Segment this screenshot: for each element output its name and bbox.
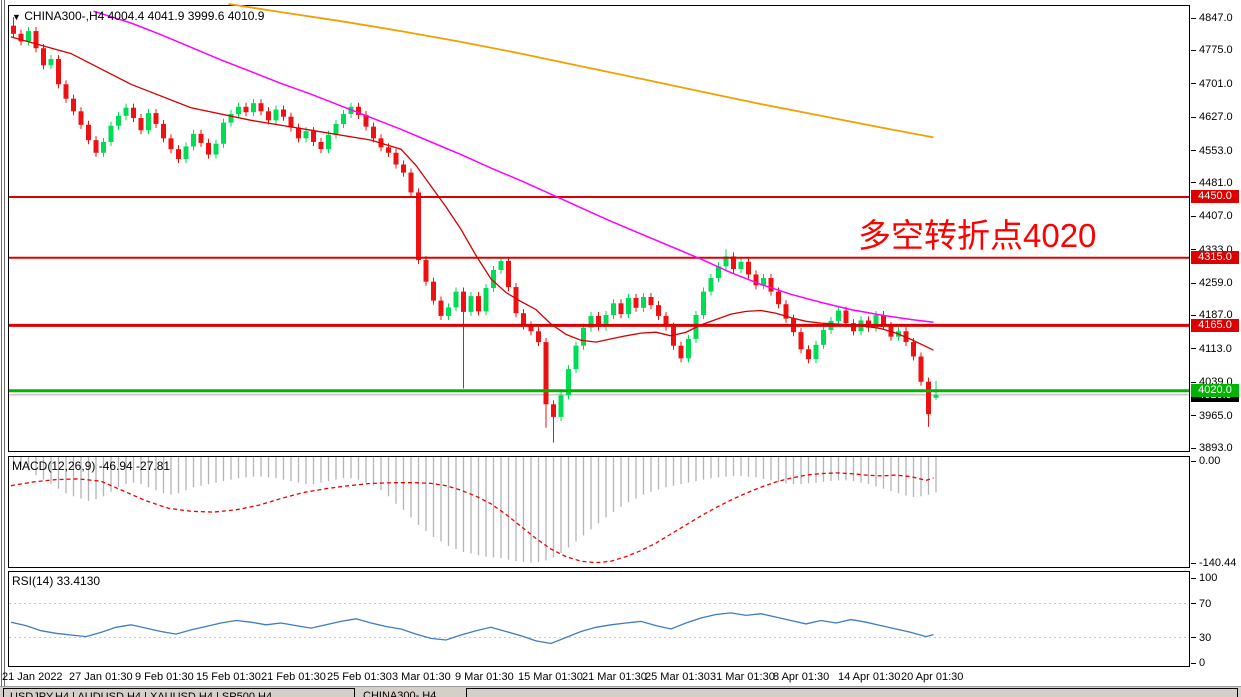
date-tick-label: 21 Mar 01:30 bbox=[582, 671, 647, 683]
price-tick-label: 4481.0 bbox=[1199, 176, 1233, 189]
price-tick-label: 4187.0 bbox=[1199, 309, 1233, 322]
price-tick-label: 4407.0 bbox=[1199, 210, 1233, 223]
separator bbox=[0, 686, 1241, 687]
price-tick-label: 4847.0 bbox=[1199, 12, 1233, 24]
axis-tick bbox=[1191, 182, 1196, 184]
macd-axis-top: 0.00 bbox=[1199, 455, 1221, 467]
price-tick-label: 4775.0 bbox=[1199, 44, 1233, 57]
date-tick-label: 25 Feb 01:30 bbox=[327, 671, 392, 683]
price-tick-label: 4113.0 bbox=[1199, 342, 1232, 355]
axis-tick bbox=[1191, 348, 1196, 350]
price-tick-label: 4259.0 bbox=[1199, 277, 1233, 290]
date-tick-label: 21 Jan 2022 bbox=[2, 671, 63, 683]
date-tick-label: 21 Feb 01:30 bbox=[261, 671, 326, 683]
price-tick-label: 4701.0 bbox=[1199, 77, 1233, 90]
window-left-edge bbox=[1, 0, 2, 686]
window-left-edge-inner bbox=[4, 0, 5, 686]
level-price-flag: 4165.0 bbox=[1191, 318, 1239, 332]
tab-other-charts[interactable]: USDJPY,H4 | AUDUSD,H4 | XAUUSD,H4 | SP50… bbox=[3, 688, 355, 697]
date-tick-label: 3 Mar 01:30 bbox=[392, 671, 451, 683]
axis-tick bbox=[1191, 415, 1196, 417]
axis-tick bbox=[1191, 249, 1196, 251]
date-tick-label: 25 Mar 01:30 bbox=[645, 671, 710, 683]
macd-panel[interactable] bbox=[8, 456, 1190, 568]
axis-tick bbox=[1191, 49, 1196, 51]
axis-tick bbox=[1191, 150, 1196, 152]
axis-tick bbox=[1191, 562, 1196, 564]
date-tick-label: 8 Apr 01:30 bbox=[773, 671, 830, 683]
chart-tab-bar: USDJPY,H4 | AUDUSD,H4 | XAUUSD,H4 | SP50… bbox=[0, 687, 1241, 697]
date-tick-label: 31 Mar 01:30 bbox=[710, 671, 775, 683]
axis-tick bbox=[1191, 381, 1196, 383]
symbol-dropdown-icon[interactable]: ▼ bbox=[12, 12, 21, 22]
axis-tick bbox=[1191, 282, 1196, 284]
trend-annotation: 多空转折点4020 bbox=[858, 217, 1097, 254]
level-price-flag: 4020.0 bbox=[1191, 384, 1239, 398]
symbol-ohlc-text: CHINA300-,H4 4004.4 4041.9 3999.6 4010.9 bbox=[24, 9, 265, 23]
axis-tick bbox=[1191, 314, 1196, 316]
rsi-axis-label: 100 bbox=[1199, 572, 1218, 584]
level-price-flag: 4450.0 bbox=[1191, 190, 1239, 204]
level-price-flag: 4315.0 bbox=[1191, 251, 1239, 265]
date-tick-label: 15 Feb 01:30 bbox=[196, 671, 261, 683]
price-tick-label: 3893.0 bbox=[1199, 442, 1233, 454]
date-tick-label: 9 Feb 01:30 bbox=[135, 671, 194, 683]
date-tick-label: 14 Apr 01:30 bbox=[838, 671, 901, 683]
axis-tick bbox=[1191, 662, 1196, 664]
price-tick-label: 4627.0 bbox=[1199, 111, 1233, 124]
axis-tick bbox=[1191, 17, 1196, 19]
date-tick-label: 15 Mar 01:30 bbox=[518, 671, 583, 683]
rsi-label: RSI(14) 33.4130 bbox=[12, 574, 101, 588]
axis-tick bbox=[1191, 577, 1196, 579]
macd-axis-bottom: -140.44 bbox=[1199, 557, 1237, 569]
axis-tick bbox=[1191, 215, 1196, 217]
axis-tick bbox=[1191, 603, 1196, 604]
tab-china300-active[interactable]: CHINA300-,H4 bbox=[363, 690, 437, 697]
rsi-axis-label: 70 bbox=[1199, 597, 1212, 610]
rsi-axis-label: 0 bbox=[1199, 657, 1206, 669]
axis-tick bbox=[1191, 83, 1196, 85]
macd-label: MACD(12,26,9) -46.94 -27.81 bbox=[12, 459, 171, 473]
date-tick-label: 27 Jan 01:30 bbox=[69, 671, 133, 683]
date-tick-label: 20 Apr 01:30 bbox=[901, 671, 964, 683]
axis-tick bbox=[1191, 116, 1196, 118]
axis-tick bbox=[1191, 637, 1196, 638]
rsi-axis-label: 30 bbox=[1199, 631, 1212, 644]
symbol-ohlc-label: ▼ CHINA300-,H4 4004.4 4041.9 3999.6 4010… bbox=[12, 9, 264, 23]
tab-empty[interactable] bbox=[466, 688, 1238, 697]
price-tick-label: 3965.0 bbox=[1199, 409, 1233, 422]
rsi-panel[interactable] bbox=[8, 571, 1190, 667]
date-tick-label: 9 Mar 01:30 bbox=[455, 671, 514, 683]
price-tick-label: 4553.0 bbox=[1199, 144, 1233, 157]
axis-tick bbox=[1191, 447, 1196, 449]
axis-tick bbox=[1191, 460, 1196, 462]
